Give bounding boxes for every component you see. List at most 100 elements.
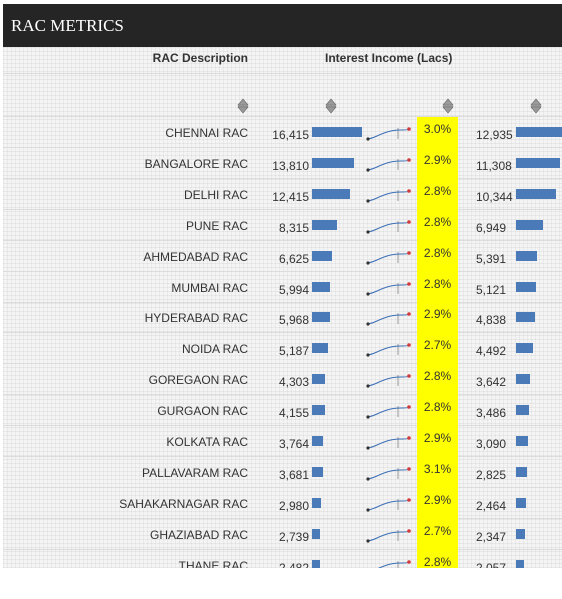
- secondary-income-value: 3,486: [476, 406, 507, 421]
- sort-icon-description[interactable]: [237, 98, 249, 114]
- trend-sparkline: [366, 528, 411, 543]
- secondary-income-value: 5,121: [476, 282, 507, 297]
- secondary-income-bar: [516, 312, 535, 323]
- trend-sparkline: [366, 127, 411, 141]
- interest-income-bar: [312, 188, 350, 199]
- percentage-cell: 2.7%: [417, 518, 458, 550]
- trend-sparkline: [366, 250, 411, 265]
- sort-icon-income-2[interactable]: [530, 98, 542, 114]
- rac-name: DELHI RAC: [183, 187, 248, 202]
- percentage-cell: 2.8%: [417, 178, 458, 210]
- interest-income-bar: [312, 343, 328, 354]
- interest-income-bar: [312, 374, 325, 385]
- trend-sparkline: [366, 467, 411, 481]
- table-row[interactable]: GURGAON RAC 4,155 2.8% 3,486: [3, 395, 562, 427]
- table-row[interactable]: DELHI RAC 12,415 2.8% 10,344: [3, 178, 562, 210]
- secondary-income-value: 2,057: [476, 560, 507, 568]
- table-row[interactable]: HYDERABAD RAC 5,968 2.9% 4,838: [3, 302, 562, 334]
- secondary-income-bar: [516, 127, 562, 137]
- rac-name: THANE RAC: [178, 558, 248, 568]
- secondary-income-value: 10,344: [476, 189, 513, 204]
- rac-name: GURGAON RAC: [157, 404, 248, 419]
- trend-sparkline: [366, 219, 411, 234]
- trend-sparkline: [366, 436, 411, 450]
- secondary-income-bar: [516, 405, 529, 416]
- percentage-cell: 2.8%: [417, 209, 458, 241]
- header-rac-description[interactable]: RAC Description: [152, 51, 248, 65]
- table-row[interactable]: PUNE RAC 8,315 2.8% 6,949: [3, 209, 562, 241]
- trend-sparkline: [377, 559, 411, 568]
- percentage-cell: 2.9%: [417, 426, 458, 457]
- secondary-income-bar: [516, 436, 528, 446]
- secondary-income-bar: [516, 157, 560, 168]
- secondary-income-value: 3,090: [476, 437, 507, 451]
- interest-income-bar: [312, 219, 337, 230]
- table-row[interactable]: NOIDA RAC 5,187 2.7% 4,492: [3, 333, 562, 365]
- trend-sparkline: [366, 312, 411, 326]
- rac-name: PALLAVARAM RAC: [141, 465, 248, 480]
- secondary-income-value: 2,825: [476, 467, 507, 482]
- secondary-income-bar: [516, 250, 537, 261]
- table-row[interactable]: PALLAVARAM RAC 3,681 3.1% 2,825: [3, 456, 562, 488]
- secondary-income-value: 3,642: [476, 375, 507, 390]
- table-row[interactable]: GHAZIABAD RAC 2,739 2.7% 2,347: [3, 518, 562, 550]
- percentage-cell: 2.8%: [417, 395, 458, 427]
- secondary-income-value: 4,492: [476, 344, 507, 359]
- rac-name: HYDERABAD RAC: [144, 311, 248, 326]
- trend-sparkline: [366, 374, 411, 388]
- interest-income-bar: [312, 466, 323, 477]
- secondary-income-bar: [516, 528, 525, 539]
- sort-icon-income[interactable]: [325, 98, 337, 114]
- sort-icon-percent[interactable]: [442, 98, 454, 114]
- interest-income-value: 3,681: [278, 467, 309, 482]
- secondary-income-bar: [516, 219, 543, 230]
- interest-income-bar: [312, 528, 320, 539]
- secondary-income-value: 5,391: [476, 251, 507, 266]
- rac-metrics-panel: RAC METRICS RAC Description Interest Inc…: [3, 4, 562, 568]
- table-row[interactable]: KOLKATA RAC 3,764 2.9% 3,090: [3, 426, 562, 457]
- interest-income-value: 6,625: [278, 251, 309, 266]
- rac-name: KOLKATA RAC: [166, 435, 248, 449]
- interest-income-value: 12,415: [272, 189, 309, 204]
- interest-income-value: 3,764: [278, 437, 309, 451]
- rac-name: GOREGAON RAC: [148, 373, 248, 388]
- secondary-income-bar: [516, 374, 530, 385]
- rac-name: PUNE RAC: [185, 218, 248, 233]
- secondary-income-value: 12,935: [476, 128, 513, 142]
- percentage-cell: 2.8%: [417, 364, 458, 396]
- table-row[interactable]: BANGALORE RAC 13,810 2.9% 11,308: [3, 147, 562, 179]
- table-row[interactable]: MUMBAI RAC 5,994 2.8% 5,121: [3, 271, 562, 303]
- panel-title: RAC METRICS: [3, 4, 562, 47]
- secondary-income-bar: [516, 188, 556, 199]
- percentage-cell: 2.9%: [417, 147, 458, 179]
- rac-name: AHMEDABAD RAC: [143, 249, 248, 264]
- rac-name: MUMBAI RAC: [171, 280, 248, 295]
- trend-sparkline: [366, 343, 411, 357]
- percentage-cell: 2.8%: [417, 240, 458, 272]
- interest-income-value: 4,155: [278, 406, 309, 421]
- header-interest-income[interactable]: Interest Income (Lacs): [325, 51, 453, 65]
- secondary-income-value: 11,308: [476, 158, 512, 173]
- interest-income-value: 2,482: [278, 560, 309, 568]
- secondary-income-bar: [516, 497, 526, 508]
- rac-name: NOIDA RAC: [181, 342, 248, 357]
- secondary-income-value: 2,347: [476, 529, 507, 544]
- interest-income-value: 5,994: [278, 282, 309, 297]
- table-row[interactable]: GOREGAON RAC 4,303 2.8% 3,642: [3, 364, 562, 396]
- interest-income-value: 5,968: [278, 313, 309, 328]
- table-row[interactable]: SAHAKARNAGAR RAC 2,980 2.9% 2,464: [3, 487, 562, 519]
- table-row[interactable]: CHENNAI RAC 16,415 3.0% 12,935: [3, 117, 562, 148]
- table-row[interactable]: AHMEDABAD RAC 6,625 2.8% 5,391: [3, 240, 562, 272]
- rac-name: BANGALORE RAC: [144, 156, 248, 171]
- percentage-cell: 2.8%: [417, 549, 458, 568]
- interest-income-bar: [312, 312, 330, 323]
- rac-name: GHAZIABAD RAC: [149, 527, 248, 542]
- interest-income-value: 2,980: [278, 498, 309, 513]
- header-divider: [3, 73, 562, 74]
- percentage-cell: 2.8%: [417, 271, 458, 303]
- table-row[interactable]: THANE RAC 2,482 2.8% 2,057: [3, 549, 562, 568]
- percentage-cell: 3.1%: [417, 456, 458, 488]
- percentage-cell: 2.9%: [417, 302, 458, 334]
- interest-income-bar: [312, 405, 325, 416]
- secondary-income-bar: [516, 559, 524, 568]
